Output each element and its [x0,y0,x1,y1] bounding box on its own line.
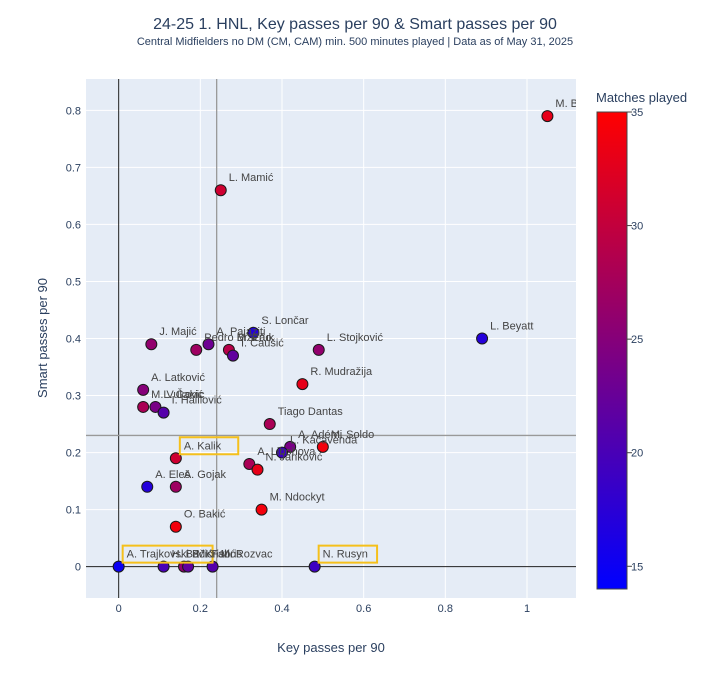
data-point [541,110,554,123]
data-point [137,400,150,413]
y-tick-label: 0.5 [66,276,81,288]
data-point [149,400,162,413]
data-point [227,349,239,362]
point-label: L. Stojković [327,332,384,344]
point-label: B. Kristić [192,549,236,561]
colorbar: Matches played 15 20 25 30 35 [596,90,687,590]
data-point [157,560,170,573]
point-label: Tiago Dantas [278,406,344,418]
point-label: A. Libohova [257,446,316,458]
colorbar-title: Matches played [596,90,687,105]
data-point [190,343,203,356]
data-point [169,520,182,533]
colorbar-tick-label: 15 [631,561,643,573]
point-label: J. Majić [159,326,197,338]
data-point [214,184,227,197]
point-label: L. Beyatt [490,321,533,333]
point-label: N. Janković [266,452,323,464]
data-point [202,338,215,351]
x-axis-label: Key passes per 90 [277,640,385,655]
point-label: H. Bačić [172,549,213,561]
point-label: M. Rozvac [221,549,273,561]
y-tick-label: 0.2 [66,448,81,460]
colorbar-ticks: 15 20 25 30 35 [627,107,643,573]
y-tick-label: 0.7 [66,162,81,174]
point-label: M. Ba [555,98,585,110]
data-point [308,560,321,573]
y-tick-label: 0.4 [66,334,81,346]
average-reference-lines [86,79,576,598]
x-axis-ticks: 0 0.2 0.4 0.6 0.8 1 [116,603,530,615]
data-point [169,452,182,465]
point-label: O. Bakić [184,509,226,521]
point-label: S. Lončar [261,315,308,327]
data-points [112,110,554,573]
data-point [251,463,264,476]
colorbar-tick-label: 20 [631,448,643,460]
grid-lines [86,79,576,598]
data-point [137,383,150,396]
highlight-label-box [178,436,240,456]
y-tick-label: 0.6 [66,219,81,231]
x-tick-label: 0 [116,603,122,615]
y-tick-label: 0.3 [66,391,81,403]
chart-title: 24-25 1. HNL, Key passes per 90 & Smart … [153,16,557,33]
point-label: Pedro Brazão [204,332,271,344]
x-tick-label: 0.8 [438,603,453,615]
point-label: R. Mudražija [310,366,373,378]
data-point [255,503,268,516]
y-tick-label: 0.8 [66,105,81,117]
y-axis-label: Smart passes per 90 [35,278,50,398]
data-point [476,332,489,345]
colorbar-tick-label: 30 [631,221,643,233]
data-point [247,326,260,339]
chart-subtitle: Central Midfielders no DM (CM, CAM) min.… [137,36,573,48]
point-label: M. Ndockyt [270,492,325,504]
y-axis-ticks: 0 0.1 0.2 0.3 0.4 0.5 0.6 0.7 0.8 [66,105,81,573]
point-label: N. Rusyn [323,549,368,561]
data-point [276,446,288,459]
data-point [263,418,276,431]
point-label: L. Mamić [229,172,274,184]
point-label: I. Ćaušić [241,337,284,350]
y-tick-label: 0 [75,562,81,574]
data-point [169,480,182,493]
point-label: L. Kačavenda [290,435,358,447]
point-label: M. Fabris [196,549,242,561]
point-label: A. Latković [151,372,205,384]
data-point [145,338,158,351]
point-label: L. Čakić [163,388,203,401]
point-label: I. Halilović [172,395,223,407]
point-label: A. Adémi [298,429,342,441]
data-point [316,440,329,453]
data-point [312,343,325,356]
point-label: A. Trajkovski [127,549,189,561]
data-point [112,560,125,573]
colorbar-tick-label: 35 [631,107,643,119]
x-tick-label: 0.4 [274,603,289,615]
point-label: M. Soldo [331,429,374,441]
point-labels: M. Ba L. Mamić L. Beyatt S. Lončar L. Stojko… [121,98,585,564]
highlight-label-box [317,544,379,564]
point-label: A. Gojak [184,469,227,481]
data-point [284,440,297,453]
point-label: M. Vukovic [151,389,205,401]
x-tick-label: 0.6 [356,603,371,615]
x-tick-label: 0.2 [193,603,208,615]
y-tick-label: 0.1 [66,505,81,517]
point-label: A. Eleš [155,469,190,481]
data-point [157,406,170,419]
highlight-label-box [121,544,214,564]
data-point [182,560,195,573]
data-point [296,378,309,391]
colorbar-tick-label: 25 [631,334,643,346]
point-label: M. Fruk [237,332,275,344]
point-label: A. Kalik [184,440,222,452]
colorbar-gradient [596,111,628,590]
point-label: A. Pajaziti [217,326,266,338]
data-point [243,457,256,470]
data-point [141,480,154,493]
x-tick-label: 1 [524,603,530,615]
